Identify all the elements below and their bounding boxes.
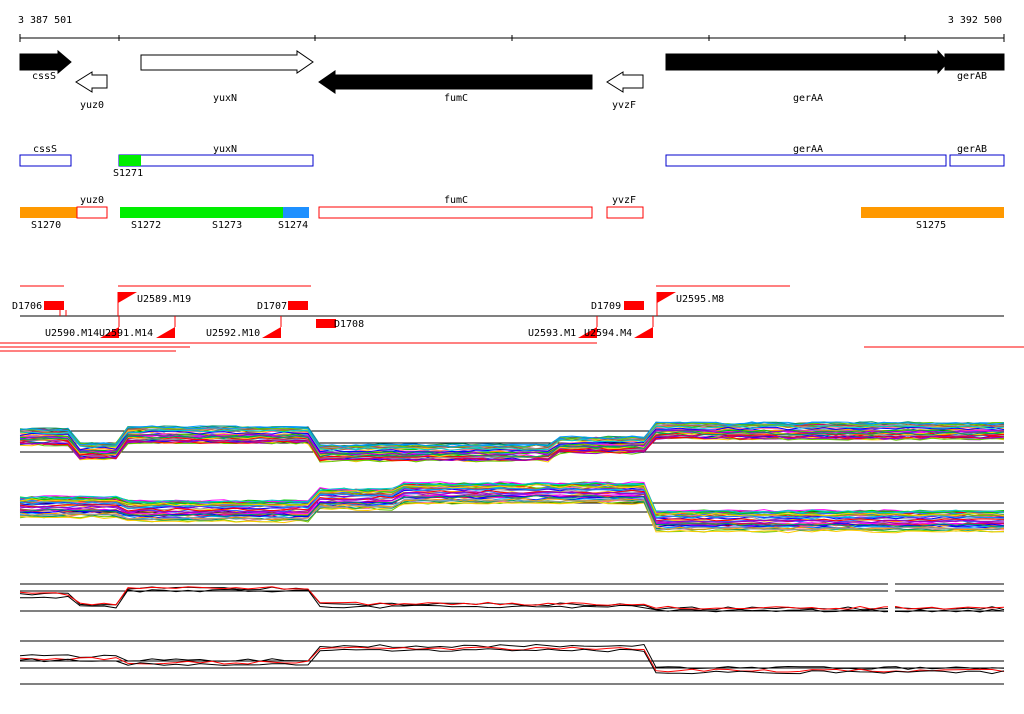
gene-label-yuz0: yuz0 <box>80 100 104 111</box>
gene-label-yvzf: yvzF <box>612 100 636 111</box>
red-box-yvzf[interactable] <box>606 206 644 219</box>
profile-line <box>19 487 1005 519</box>
red-box-track: yuz0 fumC yvzF <box>76 195 644 219</box>
d-marker-d1707[interactable] <box>288 301 308 310</box>
profile-line <box>20 495 1005 527</box>
blue-box-label-geraa: gerAA <box>793 144 823 155</box>
profile-line <box>19 494 1005 527</box>
u-label-u2589: U2589.M19 <box>137 294 191 305</box>
u-label-u2594: U2594.M4 <box>584 328 632 339</box>
segment-s1275[interactable] <box>861 207 1004 218</box>
red-box-yuz0[interactable] <box>76 206 108 219</box>
blue-box-gerab[interactable] <box>949 154 1005 167</box>
segment-label-s1272: S1272 <box>131 220 161 231</box>
red-box-fumc[interactable] <box>318 206 593 219</box>
gene-arrow-gerab[interactable] <box>944 53 1005 71</box>
gene-arrow-yuxn[interactable] <box>140 50 314 74</box>
u-flag-u2591[interactable] <box>156 327 175 338</box>
profile-line <box>19 646 1005 673</box>
expression-panel-3 <box>19 578 1005 618</box>
u-flag-u2589[interactable] <box>118 292 137 303</box>
blue-box-label-yuxn: yuxN <box>213 144 237 155</box>
profile-line <box>19 491 1005 524</box>
segment-label-s1271: S1271 <box>113 168 143 179</box>
d-marker-d1709[interactable] <box>624 301 644 310</box>
blue-box-csss[interactable] <box>19 154 72 167</box>
gene-arrow-yuz0-outline[interactable] <box>75 71 108 93</box>
d-marker-d1706[interactable] <box>44 301 64 310</box>
segment-label-s1270: S1270 <box>31 220 61 231</box>
u-flag-u2590[interactable] <box>100 327 119 338</box>
start-coordinate-label: 3 387 501 <box>18 15 72 26</box>
expression-panel-4 <box>19 640 1005 685</box>
d-label-d1706: D1706 <box>12 301 42 312</box>
segment-label-s1275: S1275 <box>916 220 946 231</box>
segment-s1274[interactable] <box>283 207 309 218</box>
d-marker-d1708[interactable] <box>316 319 336 328</box>
profile-line <box>19 643 1005 670</box>
u-flag-u2594[interactable] <box>634 327 653 338</box>
profile-line <box>19 424 1005 451</box>
profile-line <box>20 431 1005 458</box>
expression-panel-1 <box>19 421 1005 463</box>
profile-line <box>19 588 1005 613</box>
gene-arrow-geraa[interactable] <box>665 49 949 75</box>
u-label-u2591: U2591.M14 <box>99 328 153 339</box>
profile-line <box>19 429 1005 456</box>
gene-arrow-yvzf[interactable] <box>606 71 644 93</box>
profile-line <box>19 421 1005 448</box>
segment-s1272-s1273[interactable] <box>120 207 283 218</box>
d-label-d1709: D1709 <box>591 301 621 312</box>
blue-box-track: cssS yuxN gerAA gerAB <box>19 144 1005 167</box>
profile-line <box>19 586 1005 610</box>
profile-line <box>19 648 1005 675</box>
profile-line <box>19 421 1005 448</box>
coordinate-axis: 3 387 501 3 392 500 <box>18 15 1005 42</box>
gene-label-csss: cssS <box>32 71 56 82</box>
gene-label-fumc: fumC <box>444 93 468 104</box>
blue-box-yuxn[interactable] <box>118 154 314 167</box>
gene-track: cssS yuz0 yuxN fumC yvzF gerAA gerAB <box>19 49 1005 111</box>
profile-line <box>19 484 1005 517</box>
profile-line <box>19 436 1005 463</box>
segment-track: S1271 S1270 S1272 S1273 S1274 S1275 <box>20 155 1004 231</box>
u-flag-u2595[interactable] <box>657 292 676 303</box>
profile-line <box>19 501 1005 534</box>
red-box-label-fumc: fumC <box>444 195 468 206</box>
expression-panel-2 <box>19 481 1005 534</box>
segment-s1270[interactable] <box>20 207 77 218</box>
gene-arrow-csss[interactable] <box>19 49 72 75</box>
red-box-label-yuz0: yuz0 <box>80 195 104 206</box>
end-coordinate-label: 3 392 500 <box>948 15 1002 26</box>
u-label-u2593: U2593.M1 <box>528 328 576 339</box>
profile-line <box>19 481 1005 514</box>
segment-label-s1273: S1273 <box>212 220 242 231</box>
u-label-u2595: U2595.M8 <box>676 294 724 305</box>
profile-line <box>19 490 1005 523</box>
gene-arrow-fumc[interactable] <box>318 70 593 94</box>
gene-label-yuxn: yuxN <box>213 93 237 104</box>
blue-box-geraa[interactable] <box>665 154 947 167</box>
profile-line <box>19 498 1005 531</box>
profile-line <box>19 426 1005 453</box>
profile-line <box>19 424 1005 450</box>
u-flag-u2593[interactable] <box>578 327 597 338</box>
profile-line <box>19 435 1005 462</box>
feature-track: D1706 D1707 D1708 D1709 U2589.M19 U2595.… <box>0 285 1024 352</box>
d-label-d1707: D1707 <box>257 301 287 312</box>
u-label-u2592: U2592.M10 <box>206 328 260 339</box>
red-box-label-yvzf: yvzF <box>612 195 636 206</box>
gene-label-geraa: gerAA <box>793 93 823 104</box>
gene-label-gerab: gerAB <box>957 71 987 82</box>
u-flag-u2592[interactable] <box>262 327 281 338</box>
blue-box-label-csss: cssS <box>33 144 57 155</box>
segment-s1271[interactable] <box>119 155 141 166</box>
panel-gap <box>888 578 895 618</box>
d-label-d1708: D1708 <box>334 319 364 330</box>
segment-label-s1274: S1274 <box>278 220 308 231</box>
blue-box-label-gerab: gerAB <box>957 144 987 155</box>
u-label-u2590: U2590.M14 <box>45 328 99 339</box>
profile-line <box>19 487 1005 520</box>
